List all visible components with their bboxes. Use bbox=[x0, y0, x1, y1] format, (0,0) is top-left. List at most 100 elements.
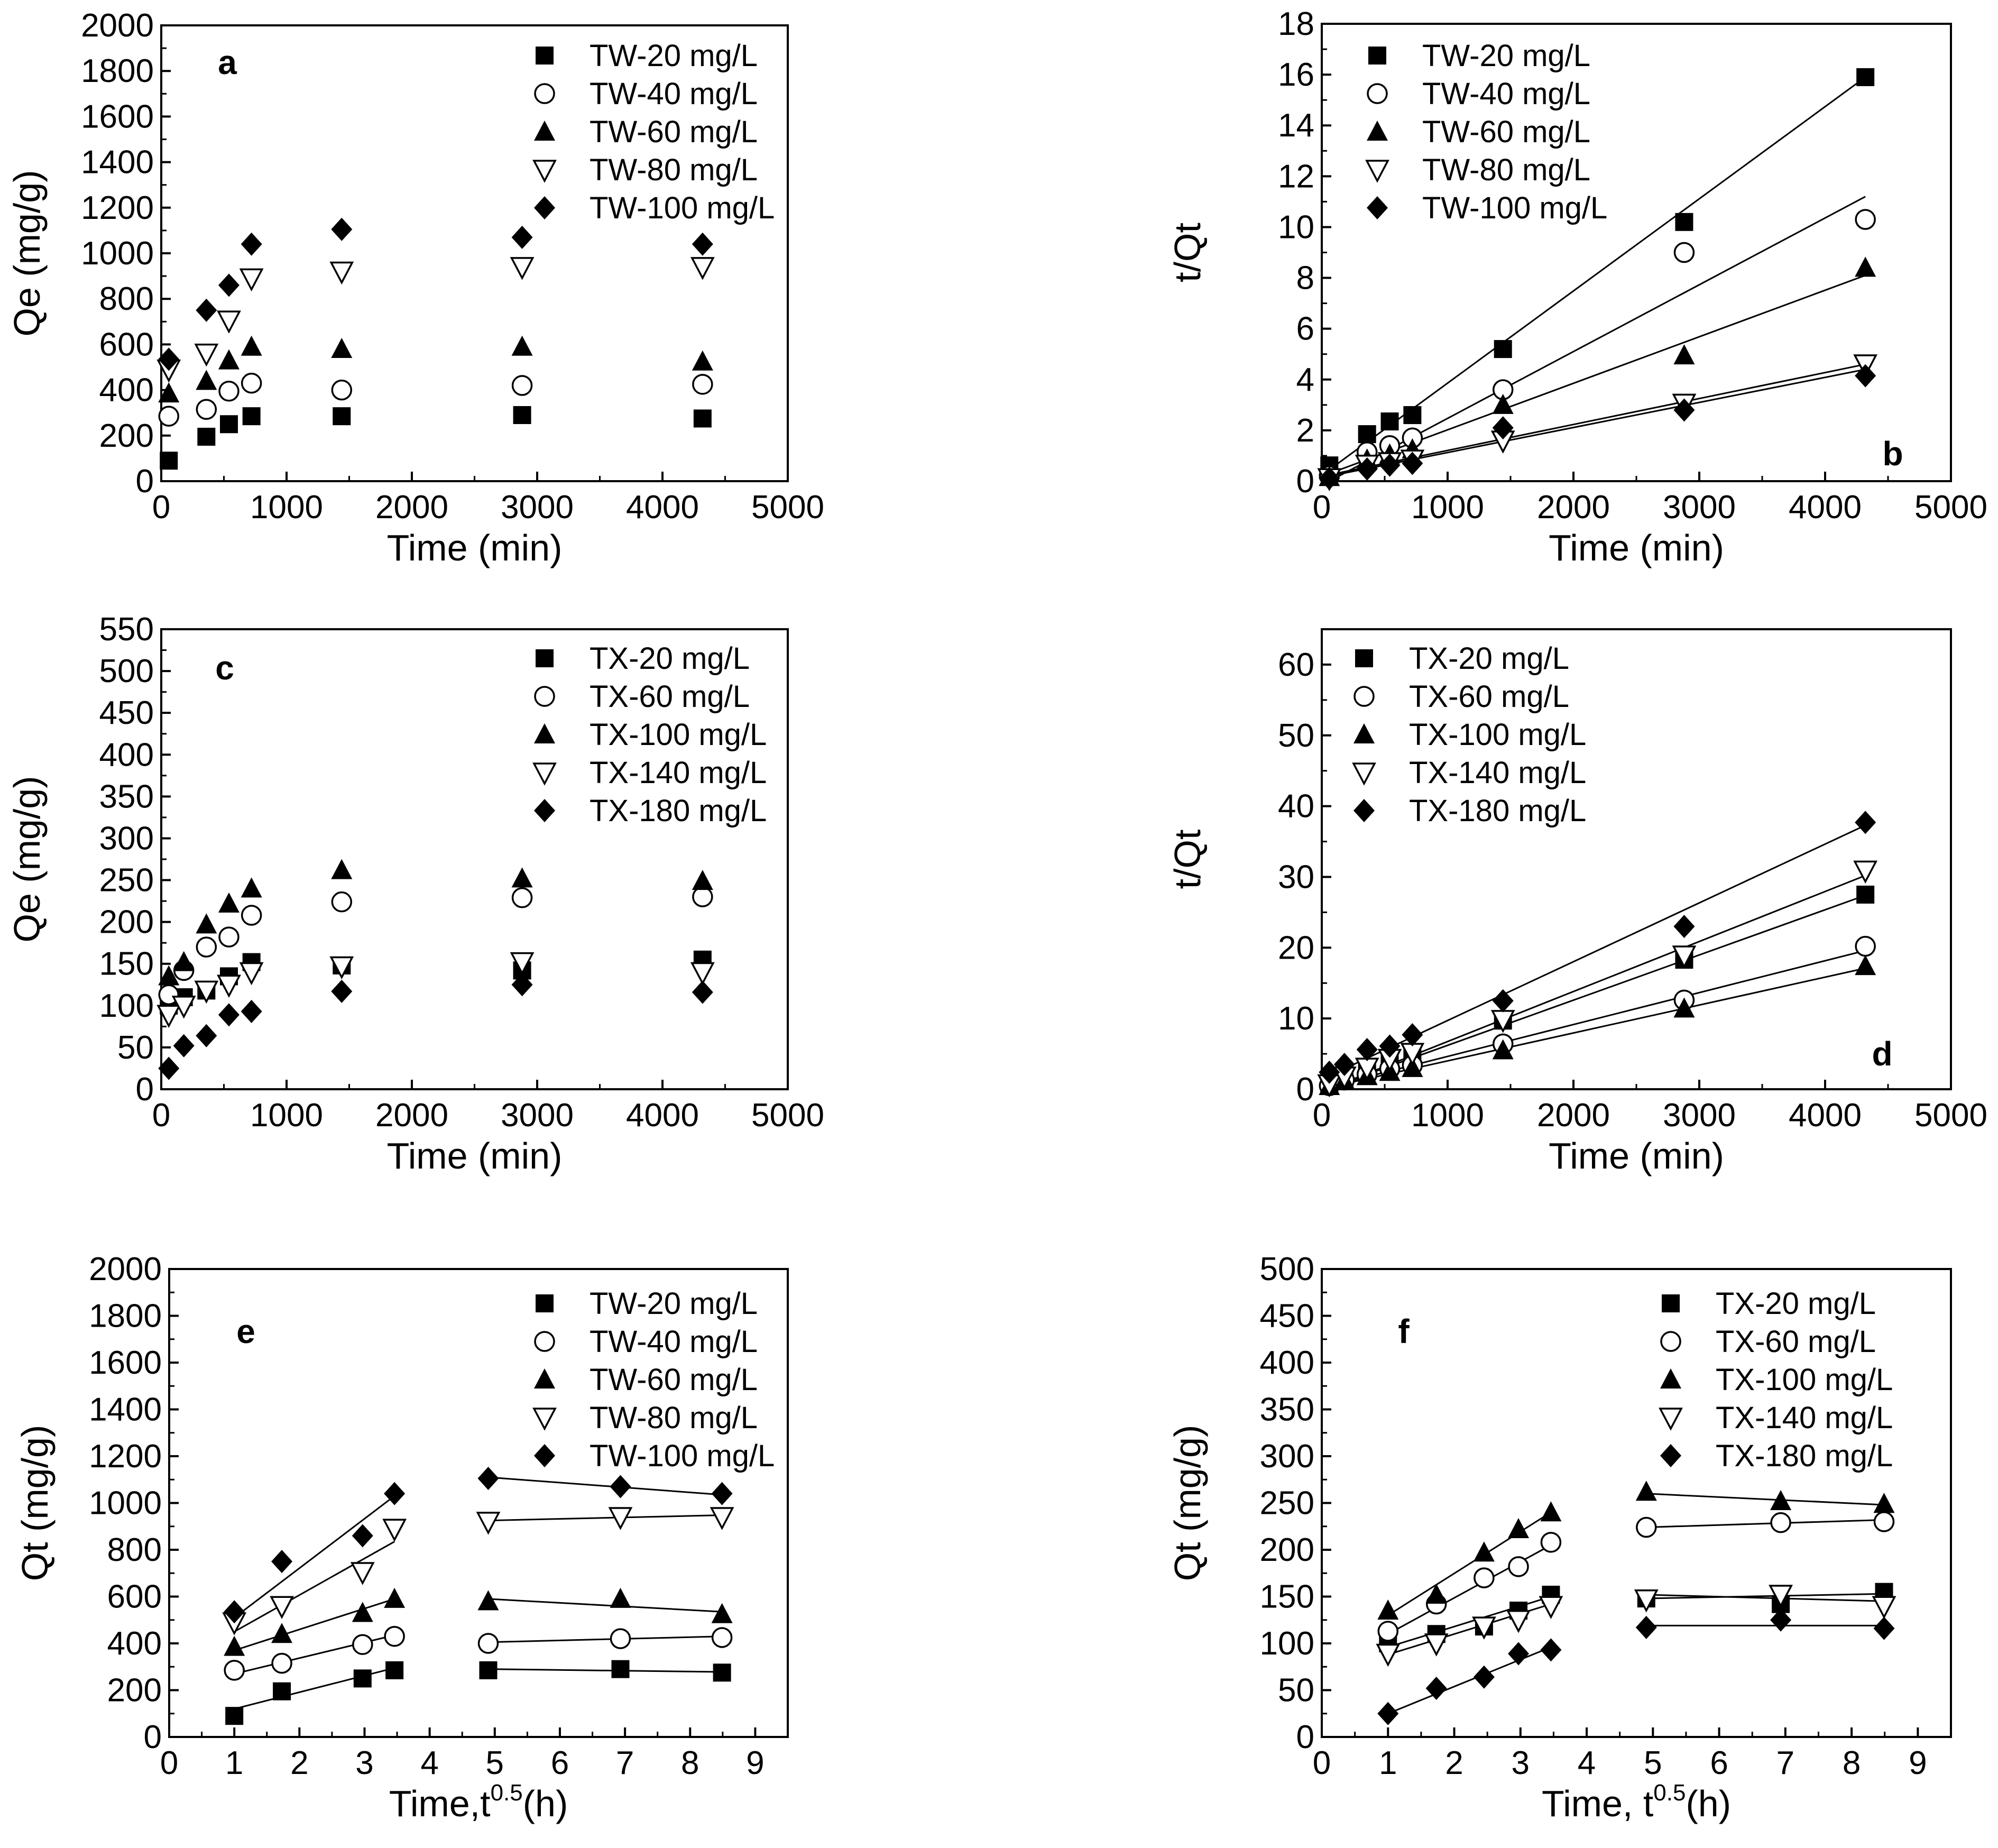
data-point-f-2-2 bbox=[1473, 1541, 1495, 1562]
y-tick-label: 550 bbox=[99, 611, 154, 648]
y-tick-label: 200 bbox=[1260, 1532, 1314, 1568]
data-point-b-4-3 bbox=[1402, 452, 1423, 475]
x-tick-label: 7 bbox=[1776, 1745, 1794, 1781]
fit-line-f-1 bbox=[1387, 1544, 1552, 1635]
legend-marker-c-0 bbox=[536, 649, 554, 667]
y-tick-label: 1000 bbox=[81, 235, 154, 272]
fit-line-f-4 bbox=[1387, 1646, 1551, 1715]
x-tick-label: 2000 bbox=[1537, 489, 1610, 526]
data-point-b-4-1 bbox=[1356, 457, 1378, 481]
data-point-a-1-3 bbox=[241, 372, 262, 394]
y-tick-label: 6 bbox=[1296, 311, 1314, 347]
data-point-e-4-3 bbox=[384, 1482, 406, 1505]
x-tick-label: 8 bbox=[1843, 1745, 1861, 1781]
data-point-e-4-0 bbox=[224, 1600, 245, 1624]
legend-marker-d-3 bbox=[1352, 762, 1376, 786]
data-point-d-3-7 bbox=[1853, 860, 1878, 884]
data-point-c-2-6 bbox=[511, 867, 533, 888]
legend-label: TW-60 mg/L bbox=[590, 115, 758, 149]
data-point-b-0-4 bbox=[1494, 340, 1512, 358]
legend-marker-a-0 bbox=[536, 47, 554, 65]
x-tick-label: 6 bbox=[551, 1745, 569, 1781]
y-tick-label: 500 bbox=[1260, 1251, 1314, 1288]
legend-label: TX-180 mg/L bbox=[590, 794, 767, 828]
y-tick-label: 0 bbox=[144, 1719, 162, 1755]
y-axis-title: Qe (mg/g) bbox=[6, 170, 48, 336]
data-point-b-4-6 bbox=[1855, 364, 1876, 388]
x-tick-label: 4000 bbox=[1789, 1097, 1862, 1134]
y-tick-label: 400 bbox=[99, 737, 154, 773]
data-point-d-4-7 bbox=[1855, 811, 1876, 834]
data-point-c-2-7 bbox=[692, 870, 713, 890]
data-point-f-3-6 bbox=[1769, 1585, 1793, 1608]
fit-line-e-1 bbox=[488, 1635, 722, 1643]
panel-e: 0 1 2 3 4 5 6 7 8 9 0 200 400 600 800 1000 1200 1400 1600 1… bbox=[14, 1251, 789, 1824]
data-point-c-1-7 bbox=[692, 886, 713, 907]
legend-marker-f-0 bbox=[1662, 1294, 1680, 1312]
legend-label: TX-180 mg/L bbox=[1409, 794, 1586, 828]
data-point-d-2-6 bbox=[1673, 997, 1695, 1018]
legend-marker-a-1 bbox=[534, 83, 555, 104]
legend-marker-f-2 bbox=[1660, 1368, 1681, 1389]
data-point-f-3-2 bbox=[1471, 1616, 1496, 1640]
y-tick-label: 300 bbox=[1260, 1438, 1314, 1475]
x-tick-label: 4 bbox=[420, 1745, 438, 1781]
legend-label: TW-80 mg/L bbox=[590, 153, 758, 187]
data-point-a-0-1 bbox=[197, 427, 216, 446]
y-tick-label: 0 bbox=[1296, 1071, 1314, 1108]
data-point-e-2-3 bbox=[384, 1587, 406, 1608]
panel-tag: b bbox=[1882, 435, 1903, 473]
x-tick-label: 9 bbox=[1909, 1745, 1927, 1781]
data-point-f-4-1 bbox=[1425, 1676, 1447, 1700]
y-tick-label: 400 bbox=[107, 1625, 162, 1662]
legend-label: TX-60 mg/L bbox=[1409, 679, 1569, 714]
x-axis-title-sup: 0.5 bbox=[491, 1780, 523, 1806]
x-tick-label: 0 bbox=[1313, 1097, 1331, 1134]
x-axis-title: Time (min) bbox=[387, 527, 563, 568]
legend-marker-e-4 bbox=[534, 1444, 555, 1467]
data-point-e-0-3 bbox=[385, 1661, 404, 1679]
y-tick-label: 0 bbox=[1296, 1719, 1314, 1755]
data-point-e-4-2 bbox=[352, 1524, 373, 1548]
data-point-b-0-2 bbox=[1380, 412, 1399, 431]
x-axis-title: Time (min) bbox=[387, 1135, 563, 1176]
legend-marker-c-1 bbox=[534, 686, 555, 707]
fit-line-e-2 bbox=[488, 1598, 722, 1613]
legend-marker-a-4 bbox=[534, 196, 555, 219]
data-point-f-2-6 bbox=[1770, 1490, 1792, 1510]
legend-marker-b-4 bbox=[1367, 196, 1388, 219]
data-point-a-0-5 bbox=[513, 406, 531, 425]
y-tick-label: 1800 bbox=[81, 53, 154, 89]
data-point-f-1-4 bbox=[1540, 1532, 1562, 1553]
y-tick-label: 16 bbox=[1278, 57, 1314, 93]
fit-line-e-3 bbox=[234, 1541, 395, 1633]
y-tick-label: 10 bbox=[1278, 1000, 1314, 1037]
data-point-d-4-4 bbox=[1402, 1023, 1423, 1046]
data-point-e-0-4 bbox=[479, 1661, 498, 1679]
y-tick-label: 1600 bbox=[81, 98, 154, 135]
x-tick-label: 5000 bbox=[1914, 1097, 1987, 1134]
y-tick-label: 20 bbox=[1278, 930, 1314, 966]
y-tick-label: 100 bbox=[99, 988, 154, 1024]
data-point-c-2-2 bbox=[196, 913, 217, 934]
x-tick-label: 1 bbox=[225, 1745, 243, 1781]
legend-label: TW-20 mg/L bbox=[1422, 39, 1590, 73]
fit-line-f-1 bbox=[1646, 1519, 1884, 1529]
x-axis-title-tail: (h) bbox=[1686, 1783, 1731, 1824]
data-point-c-4-2 bbox=[196, 1024, 217, 1047]
data-point-b-2-5 bbox=[1673, 344, 1695, 365]
legend-marker-b-3 bbox=[1365, 160, 1389, 183]
y-tick-label: 600 bbox=[107, 1579, 162, 1615]
data-point-e-3-3 bbox=[382, 1519, 407, 1542]
y-tick-label: 1200 bbox=[81, 190, 154, 226]
data-point-c-4-7 bbox=[692, 980, 713, 1004]
panel-tag: c bbox=[215, 649, 234, 687]
data-point-f-2-5 bbox=[1635, 1481, 1657, 1501]
x-tick-label: 7 bbox=[616, 1745, 634, 1781]
data-point-b-4-0 bbox=[1319, 466, 1340, 490]
x-tick-label: 3000 bbox=[1663, 489, 1736, 526]
data-point-f-4-6 bbox=[1770, 1608, 1792, 1632]
data-point-a-4-4 bbox=[331, 217, 353, 241]
data-point-a-1-0 bbox=[158, 406, 179, 427]
legend-marker-c-2 bbox=[534, 723, 555, 743]
